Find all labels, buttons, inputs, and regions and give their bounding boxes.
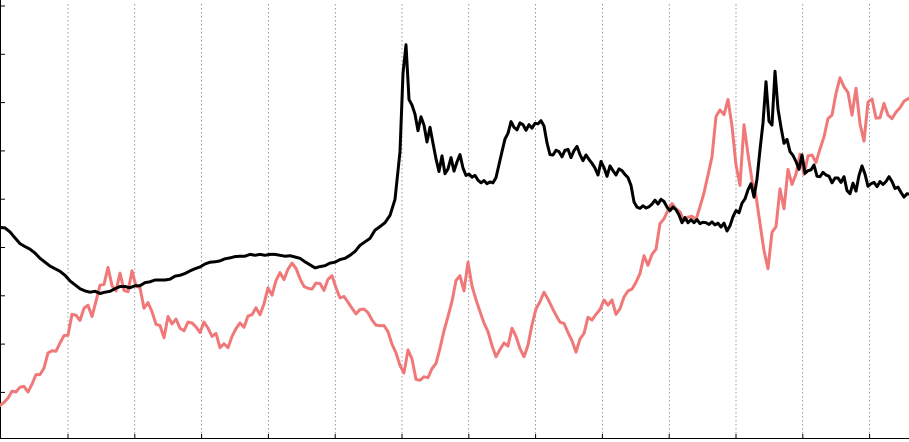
series-line-red — [0, 76, 909, 407]
series-lines — [0, 43, 909, 407]
series-line-black — [0, 43, 909, 295]
vertical-gridlines — [67, 4, 870, 438]
